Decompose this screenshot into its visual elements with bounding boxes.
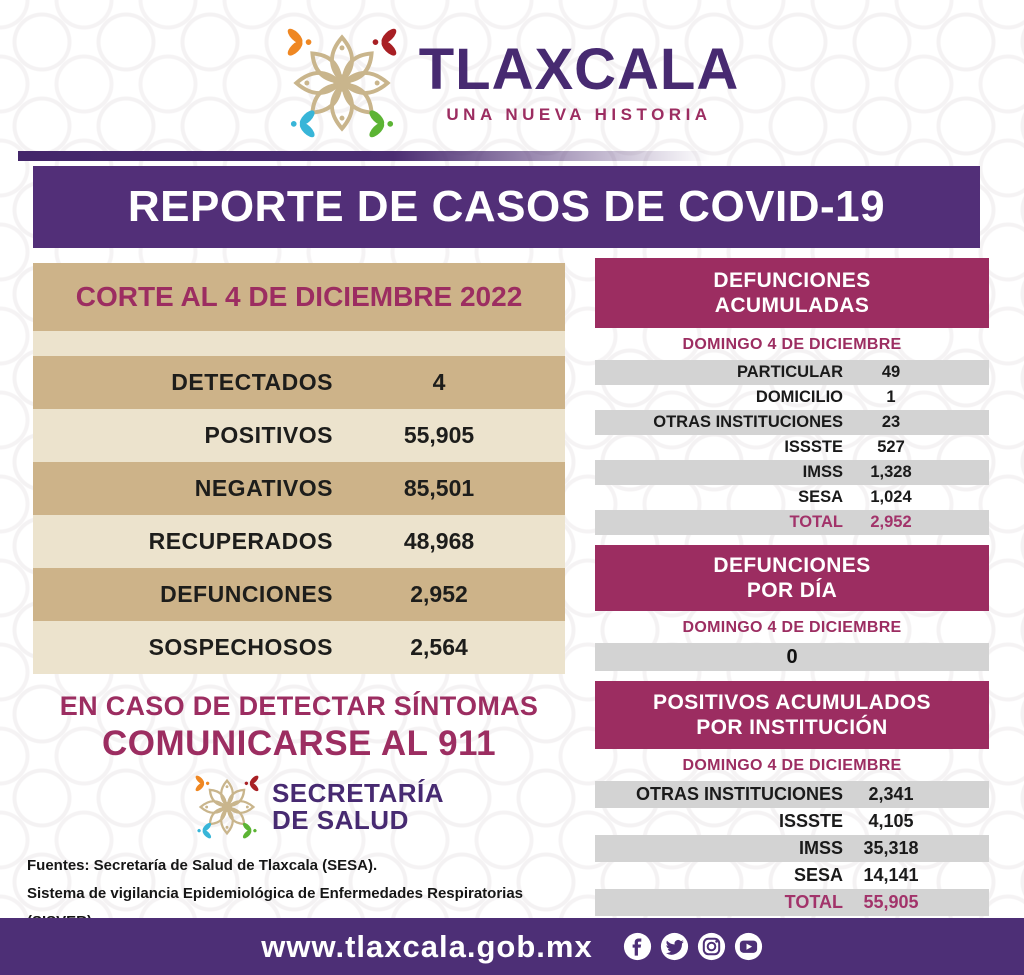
table-row: NEGATIVOS 85,501	[33, 462, 565, 515]
summary-spacer	[33, 331, 565, 356]
row-label: NEGATIVOS	[194, 475, 333, 501]
notice-line2: COMUNICARSE AL 911	[101, 724, 497, 763]
row-label: SESA	[793, 865, 843, 885]
row-label: RECUPERADOS	[148, 528, 333, 554]
table-row: DEFUNCIONES 2,952	[33, 568, 565, 621]
table-row: ISSSTE 4,105	[595, 808, 989, 835]
source-line1: Fuentes: Secretaría de Salud de Tlaxcala…	[27, 857, 378, 874]
table-row: IMSS 35,318	[595, 835, 989, 862]
salud-line1: SECRETARÍA	[271, 777, 445, 808]
social-icons	[623, 932, 763, 961]
brand-wordmark: TLAXCALA	[418, 37, 740, 102]
row-value: 85,501	[403, 475, 475, 501]
row-value: 48,968	[403, 528, 475, 554]
facebook-icon[interactable]	[623, 932, 652, 961]
row-value: 527	[877, 438, 905, 456]
date-label: DOMINGO 4 DE DICIEMBRE	[682, 336, 902, 353]
daily-deaths-value: 0	[595, 643, 989, 671]
symptoms-notice: EN CASO DE DETECTAR SÍNTOMAS COMUNICARSE…	[33, 691, 565, 764]
table-row: PARTICULAR 49	[595, 360, 989, 385]
salud-flower-icon	[194, 774, 260, 840]
row-value: 35,318	[863, 838, 919, 858]
row-label: SOSPECHOSOS	[148, 634, 333, 660]
date-label: DOMINGO 4 DE DICIEMBRE	[682, 619, 902, 636]
table-row-total: TOTAL 2,952	[595, 510, 989, 535]
state-logo: TLAXCALA UNA NUEVA HISTORIA	[0, 26, 1024, 140]
table-row: DETECTADOS 4	[33, 356, 565, 409]
twitter-icon[interactable]	[660, 932, 689, 961]
row-value: 14,141	[863, 865, 919, 885]
table-row: OTRAS INSTITUCIONES 2,341	[595, 781, 989, 808]
row-value: 2,341	[868, 784, 914, 804]
section-title-line: DEFUNCIONES	[713, 268, 871, 292]
summary-header: CORTE AL 4 DE DICIEMBRE 2022	[33, 263, 565, 331]
row-label: POSITIVOS	[204, 422, 333, 448]
section-title-line: POR DÍA	[746, 579, 838, 602]
salud-logo-text: SECRETARÍA DE SALUD	[271, 777, 445, 835]
summary-panel: CORTE AL 4 DE DICIEMBRE 2022 DETECTADOS …	[27, 263, 565, 935]
table-row: SESA 14,141	[595, 862, 989, 889]
footer-bar: www.tlaxcala.gob.mx	[0, 918, 1024, 975]
row-label: OTRAS INSTITUCIONES	[635, 784, 843, 804]
brand-text-block: TLAXCALA UNA NUEVA HISTORIA	[419, 41, 740, 125]
youtube-icon[interactable]	[734, 932, 763, 961]
table-row: OTRAS INSTITUCIONES 23	[595, 410, 989, 435]
row-label: TOTAL	[784, 892, 843, 912]
row-value: 23	[881, 413, 901, 431]
notice-line1: EN CASO DE DETECTAR SÍNTOMAS	[59, 691, 539, 721]
row-value: 4	[432, 369, 446, 395]
brand-tagline: UNA NUEVA HISTORIA	[446, 105, 712, 124]
row-label: OTRAS INSTITUCIONES	[653, 413, 843, 431]
statistics-panel: DEFUNCIONES ACUMULADAS DOMINGO 4 DE DICI…	[595, 258, 989, 916]
table-row: DOMICILIO 1	[595, 385, 989, 410]
row-value: 2,564	[410, 634, 468, 660]
salud-line2: DE SALUD	[271, 805, 409, 835]
row-value: 1,024	[870, 488, 912, 506]
row-label: ISSSTE	[784, 438, 843, 456]
row-value: 55,905	[863, 892, 919, 912]
section-title-line: POR INSTITUCIÓN	[696, 716, 888, 739]
row-label: IMSS	[798, 838, 843, 858]
footer-url[interactable]: www.tlaxcala.gob.mx	[261, 928, 593, 964]
table-row: RECUPERADOS 48,968	[33, 515, 565, 568]
row-label: IMSS	[802, 463, 843, 481]
row-value: 1,328	[870, 463, 912, 481]
health-secretary-logo: SECRETARÍA DE SALUD	[73, 774, 565, 840]
row-label: ISSSTE	[778, 811, 843, 831]
sources-note: Fuentes: Secretaría de Salud de Tlaxcala…	[27, 852, 565, 935]
row-value: 2,952	[410, 581, 468, 607]
row-label: DETECTADOS	[171, 369, 333, 395]
row-value: 49	[881, 363, 901, 381]
table-row: SESA 1,024	[595, 485, 989, 510]
instagram-icon[interactable]	[697, 932, 726, 961]
deaths-daily-header: DEFUNCIONES POR DÍA	[595, 545, 989, 611]
table-row-total: TOTAL 55,905	[595, 889, 989, 916]
section-title-line: DEFUNCIONES	[713, 553, 871, 577]
section-gap	[595, 671, 989, 681]
row-label: PARTICULAR	[736, 363, 843, 381]
report-title: REPORTE DE CASOS DE COVID-19	[127, 182, 886, 231]
row-label: TOTAL	[789, 513, 843, 531]
row-label: DOMICILIO	[755, 388, 843, 406]
section-title-line: POSITIVOS ACUMULADOS	[653, 690, 931, 714]
report-title-banner: REPORTE DE CASOS DE COVID-19	[33, 166, 980, 248]
row-value: 1	[886, 388, 896, 406]
table-row: IMSS 1,328	[595, 460, 989, 485]
row-value: 2,952	[870, 513, 912, 531]
tlaxcala-flower-icon	[285, 26, 399, 140]
row-label: SESA	[798, 488, 843, 506]
date-label: DOMINGO 4 DE DICIEMBRE	[682, 757, 902, 774]
row-label: DEFUNCIONES	[160, 581, 333, 607]
table-row: ISSSTE 527	[595, 435, 989, 460]
section-gap	[595, 535, 989, 545]
deaths-cumulative-header: DEFUNCIONES ACUMULADAS	[595, 258, 989, 328]
table-row: SOSPECHOSOS 2,564	[33, 621, 565, 674]
row-value: 4,105	[868, 811, 914, 831]
divider-gradient-line	[18, 151, 1006, 161]
section-title-line: ACUMULADAS	[714, 294, 870, 317]
row-value: 55,905	[403, 422, 475, 448]
table-row: POSITIVOS 55,905	[33, 409, 565, 462]
positives-by-institution-header: POSITIVOS ACUMULADOS POR INSTITUCIÓN	[595, 681, 989, 749]
